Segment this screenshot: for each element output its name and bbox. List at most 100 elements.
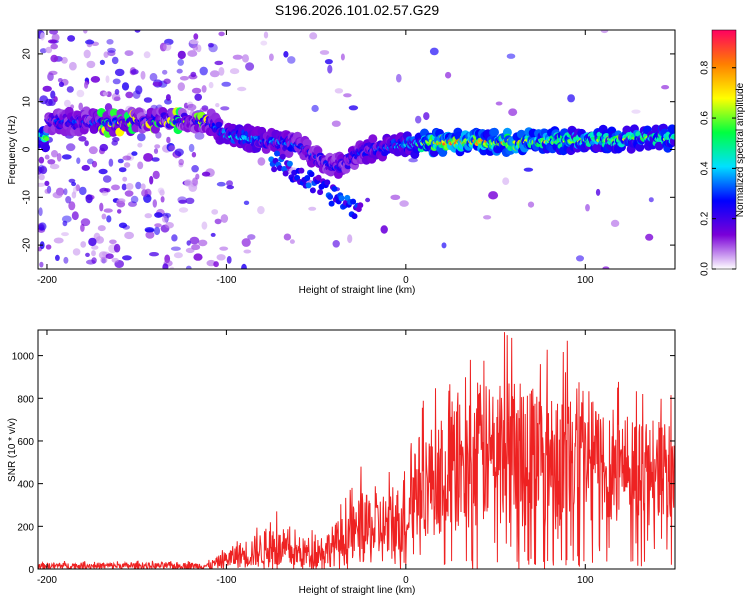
spectrogram-cell xyxy=(69,61,77,71)
spectrogram-cell xyxy=(186,240,191,246)
spectrogram-cell xyxy=(163,78,171,85)
spectrogram-cell xyxy=(55,254,60,261)
spectrogram-cell xyxy=(163,43,172,51)
spectrogram-cell xyxy=(338,195,345,202)
spectrogram-cell xyxy=(201,171,211,177)
spectrogram-cell xyxy=(140,183,146,190)
spectrogram-cell xyxy=(185,197,195,204)
spectrogram-cell xyxy=(71,211,79,221)
x-tick-label: 100 xyxy=(577,575,594,586)
spectrogram-cell xyxy=(298,167,305,174)
spectrogram-cell xyxy=(112,78,121,85)
spectrogram-cell xyxy=(327,193,334,200)
spectrogram-cell xyxy=(47,39,58,44)
spectrogram-cell xyxy=(177,82,185,91)
spectrogram-cell xyxy=(171,234,178,242)
spectrogram-cell xyxy=(99,143,109,152)
spectrogram-cell xyxy=(576,255,584,262)
spectrogram-cell xyxy=(281,166,288,172)
spectrogram-cell xyxy=(661,85,670,90)
spectrogram-cell xyxy=(368,134,378,144)
y-tick-label: 20 xyxy=(22,48,33,60)
snr-series-line xyxy=(38,332,675,569)
spectrogram-cell xyxy=(106,215,112,223)
spectrogram-cell xyxy=(66,86,74,93)
spectrogram-cell xyxy=(84,81,89,89)
spectrogram-cell xyxy=(308,171,315,178)
spectrogram-cell xyxy=(585,204,590,212)
spectrogram-cell xyxy=(214,60,224,66)
colorbar-label: Normalized spectral amplitude xyxy=(735,82,746,217)
y-tick-label: -10 xyxy=(22,190,33,205)
spectrogram-cell xyxy=(38,222,47,231)
spectrogram-cell xyxy=(61,56,68,64)
spectrogram-cell xyxy=(80,241,87,248)
spectrogram-cell xyxy=(99,202,104,212)
spectrogram-cell xyxy=(347,234,353,244)
spectrogram-cell xyxy=(390,194,401,200)
spectrogram-cell xyxy=(78,102,83,111)
spectrogram-cell xyxy=(226,185,234,190)
spectrogram-cell xyxy=(178,207,189,213)
spectrogram-cell xyxy=(64,99,71,108)
spectrogram-cell xyxy=(192,45,198,51)
spectrogram-cell xyxy=(219,246,229,251)
figure-title: S196.2026.101.02.57.G29 xyxy=(275,2,439,18)
spectrogram-xlabel: Height of straight line (km) xyxy=(299,285,416,296)
y-tick-label: 10 xyxy=(22,96,33,108)
spectrogram-cell xyxy=(134,30,141,33)
spectrogram-cell xyxy=(343,93,352,98)
spectrogram-cell xyxy=(40,32,45,41)
spectrogram-cell xyxy=(140,70,146,80)
spectrogram-cell xyxy=(184,179,193,187)
spectrogram-cell xyxy=(315,174,322,181)
spectrogram-cell xyxy=(72,186,77,195)
spectrogram-cell xyxy=(283,51,289,58)
spectrogram-cell xyxy=(124,231,134,240)
spectrogram-cell xyxy=(137,133,146,142)
spectrogram-cell xyxy=(121,82,130,91)
spectrogram-cell xyxy=(143,97,153,103)
spectrogram-cell xyxy=(38,166,43,175)
spectrogram-cell xyxy=(271,166,278,173)
spectrogram-cell xyxy=(152,199,157,208)
colorbar-scale xyxy=(711,29,737,270)
spectrogram-cell xyxy=(117,158,124,164)
spectrogram-cell xyxy=(105,75,110,83)
spectrogram-cell xyxy=(218,67,225,76)
spectrogram-cell xyxy=(81,164,91,171)
spectrogram-cell xyxy=(168,145,176,151)
colorbar: 0.0 0.2 0.4 0.6 0.8 Normalized spectral ampl… xyxy=(700,29,746,276)
spectrogram-cell xyxy=(178,162,184,168)
spectrogram-cell xyxy=(309,187,316,194)
spectrogram-cell xyxy=(488,191,499,200)
spectrogram-cell xyxy=(186,101,194,109)
spectrogram-cell xyxy=(220,214,229,223)
colorbar-tick-label: 0.6 xyxy=(700,111,711,125)
spectrogram-cell xyxy=(190,71,197,78)
spectrogram-cell xyxy=(141,189,148,197)
spectrogram-cell xyxy=(45,46,53,54)
spectrogram-cell xyxy=(226,256,232,264)
spectrogram-cell xyxy=(289,239,295,244)
spectrogram-cell xyxy=(143,51,151,59)
spectrogram-cell xyxy=(229,68,240,75)
spectrogram-cell xyxy=(63,256,69,264)
spectrogram-cell xyxy=(62,220,68,227)
spectrogram-cell xyxy=(191,165,199,173)
snr-ylabel: SNR (10 * v/v) xyxy=(7,418,18,482)
spectrogram-cell xyxy=(53,237,64,244)
spectrogram-cell xyxy=(328,200,335,207)
spectrogram-cell xyxy=(502,177,510,185)
spectrogram-cell xyxy=(348,105,359,111)
spectrogram-cell xyxy=(441,242,447,249)
spectrogram-cell xyxy=(39,261,44,268)
spectrogram-cell xyxy=(38,173,45,181)
x-tick-label: -100 xyxy=(216,575,236,586)
spectrogram-cell xyxy=(49,30,59,35)
spectrogram-cell xyxy=(61,154,72,160)
spectrogram-cell xyxy=(88,237,97,247)
spectrogram-cell xyxy=(429,47,439,56)
